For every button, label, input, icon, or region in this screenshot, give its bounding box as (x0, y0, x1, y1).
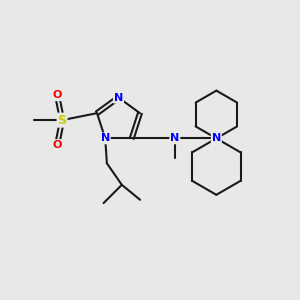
Text: N: N (170, 134, 179, 143)
Text: N: N (114, 93, 123, 103)
Text: O: O (52, 140, 62, 150)
Text: N: N (100, 134, 110, 143)
Text: O: O (52, 90, 62, 100)
Text: N: N (212, 134, 221, 143)
Text: S: S (58, 114, 67, 127)
